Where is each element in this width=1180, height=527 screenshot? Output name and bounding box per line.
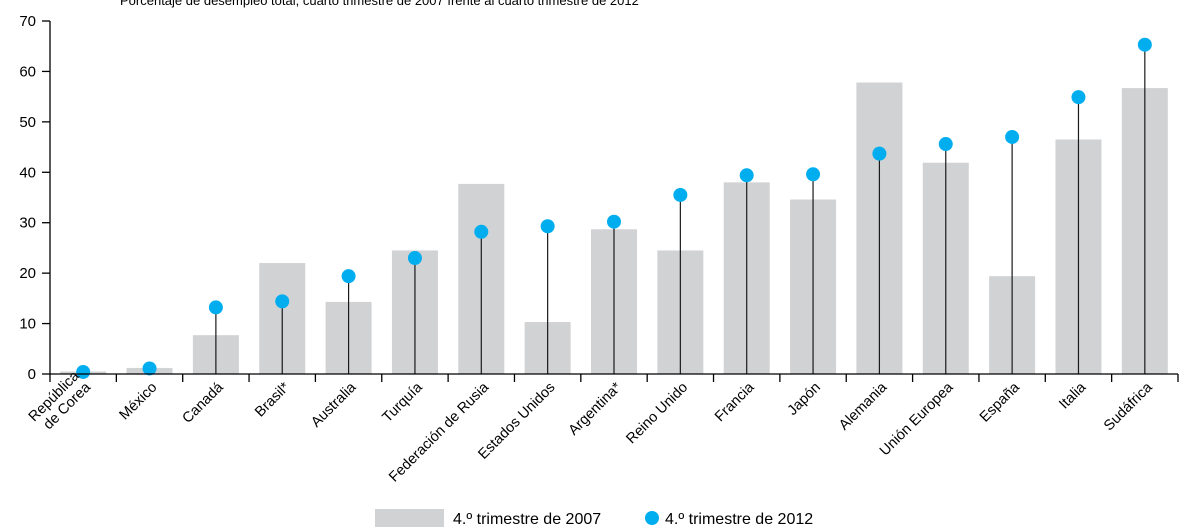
y-tick-label: 30 (19, 215, 36, 232)
x-tick-label-mexico: México (117, 380, 161, 424)
y-tick-label: 40 (19, 164, 36, 181)
x-tick-label-reino-unido: Reino Unido (623, 380, 691, 448)
x-tick-label-brasil: Brasil* (252, 379, 293, 420)
stem-lines (83, 45, 1145, 374)
dot-2012-union-europea (939, 137, 953, 151)
x-tick-label-argentina: Argentina* (566, 379, 625, 438)
dot-2012-espana (1005, 130, 1019, 144)
y-tick-label: 70 (19, 13, 36, 30)
legend-swatch-2012 (645, 511, 659, 525)
dot-2012-reino-unido (673, 188, 687, 202)
dot-2012-argentina (607, 215, 621, 229)
y-tick-label: 20 (19, 265, 36, 282)
y-tick-label: 50 (19, 114, 36, 131)
dot-2012-sudafrica (1138, 38, 1152, 52)
x-tick-label-japon: Japón (785, 380, 824, 419)
legend-label-2012: 4.º trimestre de 2012 (665, 511, 813, 527)
x-tick-label-espana: España (977, 379, 1024, 426)
chart-subtitle: Porcentaje de desempleo total, cuarto tr… (120, 0, 639, 8)
x-axis-ticks: Repúblicade Corea México Canadá Brasil* Aust… (26, 368, 1178, 486)
legend: 4.º trimestre de 2007 4.º trimestre de 2… (375, 509, 813, 527)
legend-label-2007: 4.º trimestre de 2007 (453, 511, 601, 527)
x-tick-label-australia: Australia (308, 379, 360, 431)
dot-2012-francia (740, 168, 754, 182)
dot-2012-turquia (408, 251, 422, 265)
dot-2012-japon (806, 167, 820, 181)
dot-2012-federacion-de-rusia (474, 225, 488, 239)
y-tick-label: 10 (19, 316, 36, 333)
y-tick-label: 60 (19, 63, 36, 80)
x-tick-label-italia: Italia (1056, 379, 1090, 413)
y-axis-ticks: 0 10 20 30 40 50 60 70 (19, 13, 50, 383)
x-tick-label-francia: Francia (712, 379, 758, 425)
x-tick-label-turquia: Turquía (379, 379, 426, 426)
x-tick-label-alemania: Alemania (836, 379, 891, 434)
x-tick-label-sudafrica: Sudáfrica (1101, 379, 1156, 434)
dot-2012-canada (209, 300, 223, 314)
dot-2012-australia (342, 269, 356, 283)
dot-2012-estados-unidos (541, 219, 555, 233)
dot-2012-brasil (275, 294, 289, 308)
x-tick-label-canada: Canadá (179, 379, 227, 427)
dot-2012-italia (1071, 90, 1085, 104)
y-tick-label: 0 (28, 366, 36, 383)
legend-swatch-2007 (375, 509, 444, 527)
dot-2012-alemania (872, 147, 886, 161)
